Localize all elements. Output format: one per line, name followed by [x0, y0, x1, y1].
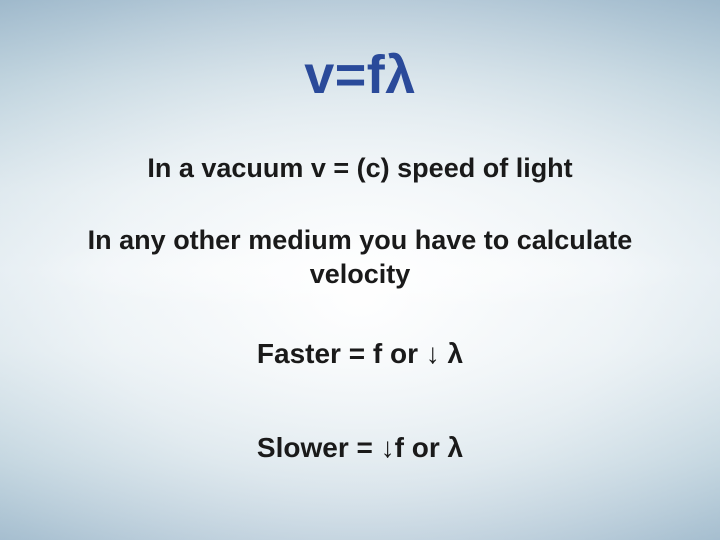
- body-line-1: In a vacuum v = (c) speed of light: [0, 152, 720, 186]
- body-line-4: Slower = ↓f or λ: [0, 430, 720, 465]
- slide: v=fλ In a vacuum v = (c) speed of light …: [0, 0, 720, 540]
- body-line-3: Faster = f or ↓ λ: [0, 336, 720, 371]
- slide-title: v=fλ: [0, 44, 720, 106]
- body-line-2: In any other medium you have to calculat…: [0, 224, 720, 292]
